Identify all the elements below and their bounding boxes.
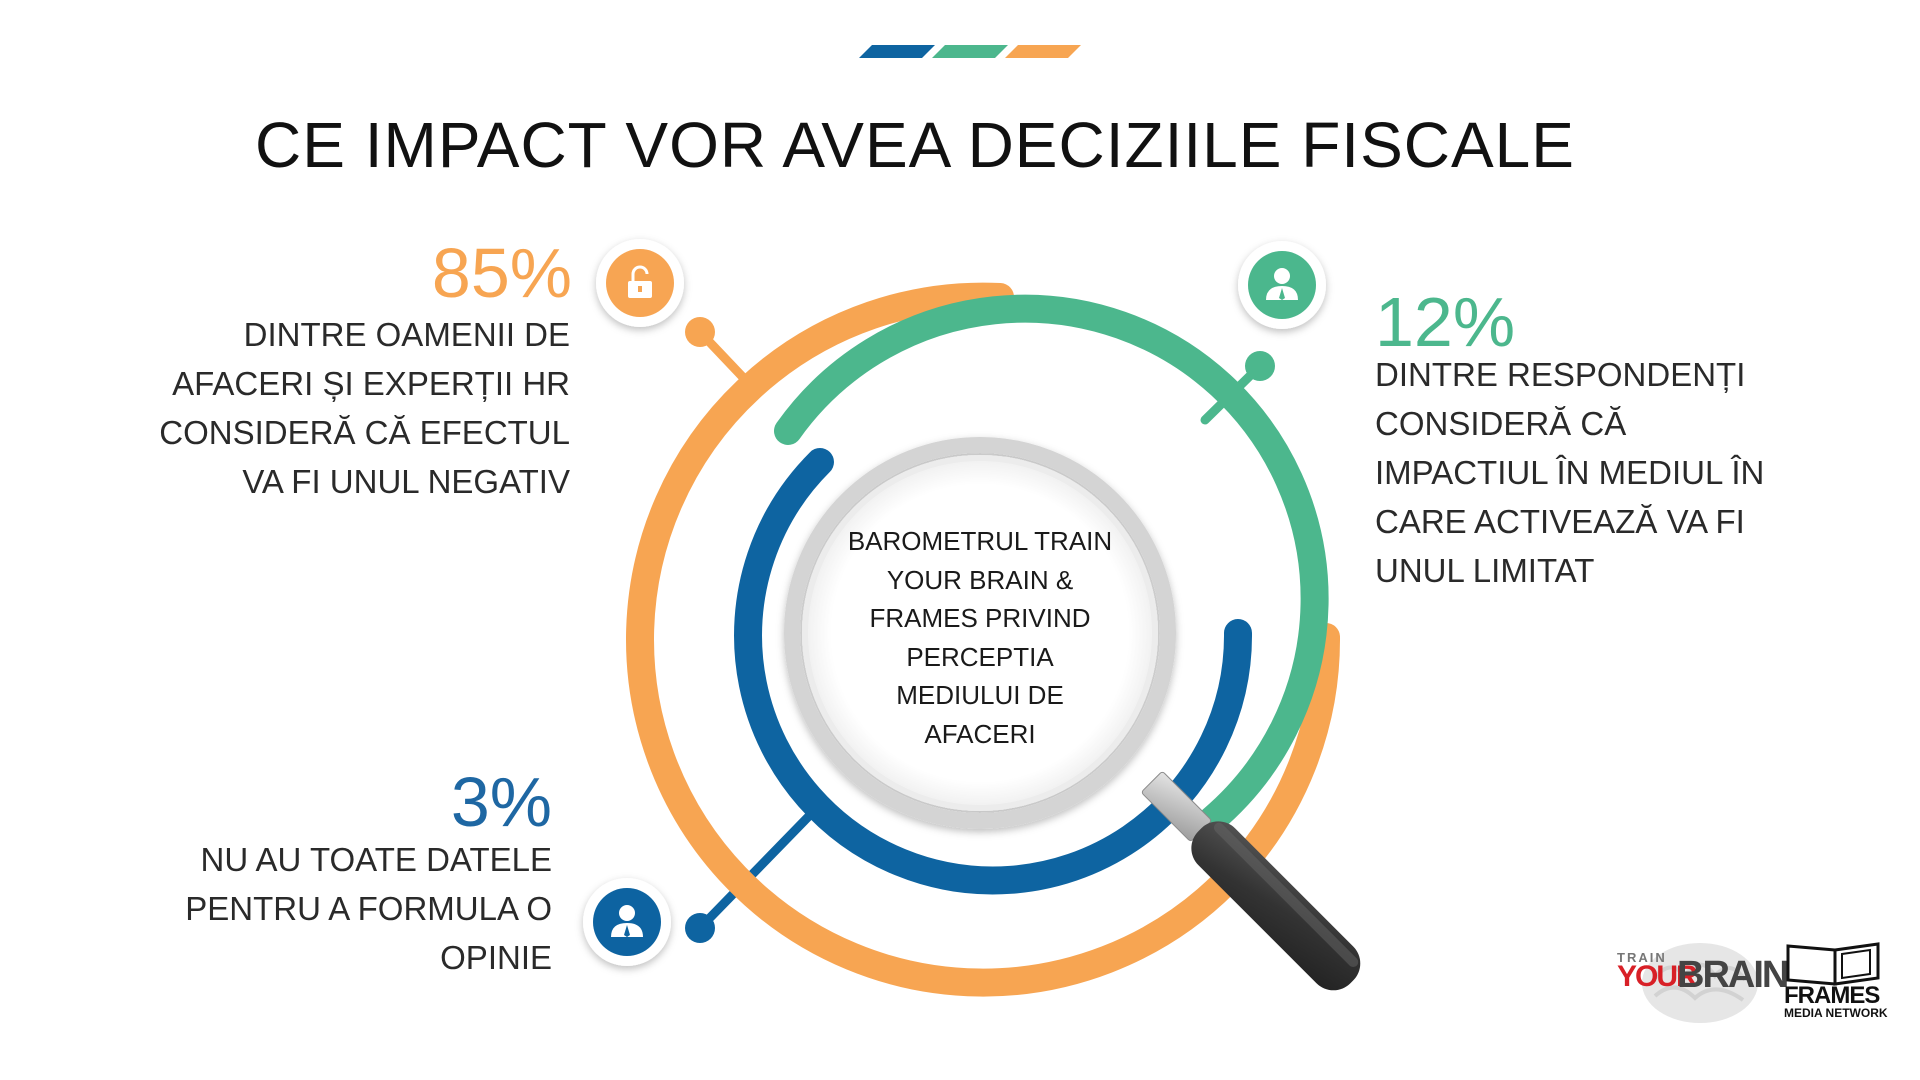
train-your-brain-logo: TRAIN YOUR BRAIN [1615,938,1789,1028]
badge-limited [1238,241,1326,329]
center-barometer-text: BAROMETRUL TRAIN YOUR BRAIN & FRAMES PRI… [847,526,1113,749]
logo-frames-text: FRAMES [1784,982,1880,1009]
frames-media-logo: FRAMES MEDIA NETWORK [1780,940,1900,1030]
logo-brain-text: BRAIN [1677,954,1789,996]
logo-train-text: TRAIN [1617,950,1667,965]
stat-negative-text: DINTRE OAMENII DE AFACERI ȘI EXPERȚII HR… [159,316,570,500]
frames-logo-graphic [1786,942,1880,986]
connector-no-opinion [685,810,815,943]
stat-no-opinion-percent: 3% [450,763,552,841]
brain-logo-graphic [1642,943,1758,1023]
padlock-icon [628,265,652,298]
person-icon [611,905,643,937]
top-decoration [859,45,1081,58]
logo-your-text: YOUR [1617,960,1698,993]
badge-no-opinion [583,878,671,966]
logo-media-network-text: MEDIA NETWORK [1784,1006,1888,1020]
ring-blue [734,448,1253,895]
person-icon [1266,268,1298,300]
page-title: CE IMPACT VOR AVEA DECIZIILE FISCALE [255,109,1575,181]
stat-limited-percent: 12% [1375,283,1516,361]
magnifier-lens [784,437,1176,829]
stat-negative-percent: 85% [431,234,572,312]
magnifier-handle [1141,771,1361,991]
ring-green [774,294,1329,834]
stat-limited-text: DINTRE RESPONDENȚI CONSIDERĂ CĂ IMPACTIU… [1375,356,1765,589]
stat-no-opinion-text: NU AU TOATE DATELE PENTRU A FORMULA O OP… [185,841,552,976]
